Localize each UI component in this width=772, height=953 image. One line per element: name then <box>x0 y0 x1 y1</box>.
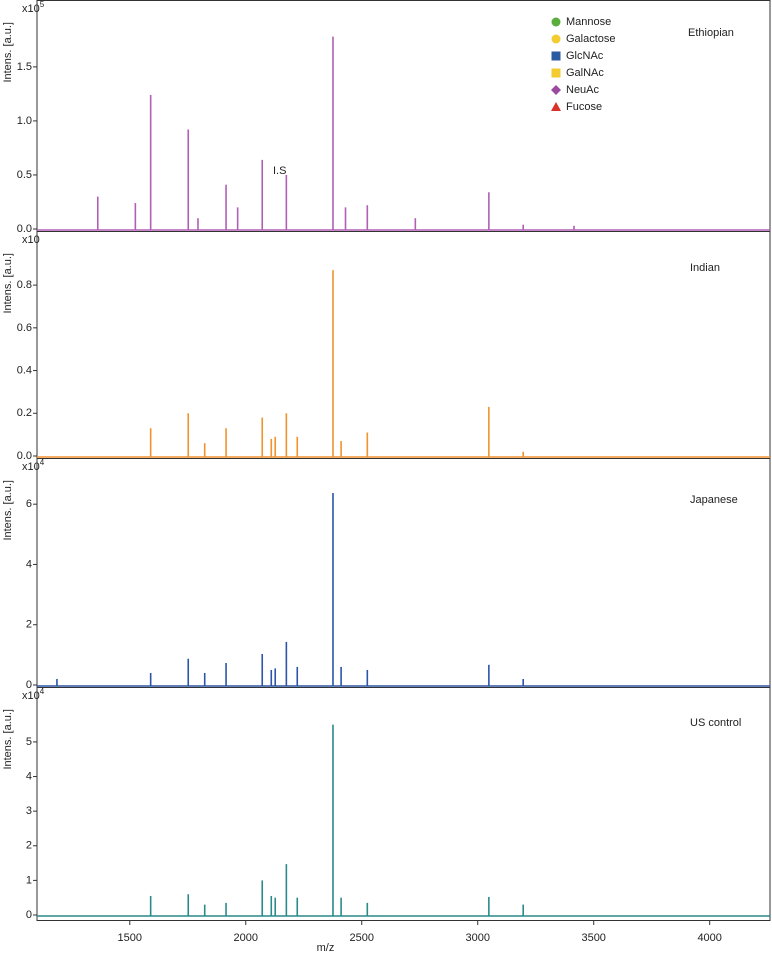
y-axis-label: Intens. [a.u.] <box>2 22 14 83</box>
legend-symbol <box>551 102 561 111</box>
y-tick-label: 4 <box>26 558 32 570</box>
legend-label: NeuAc <box>566 84 600 96</box>
legend-label: GalNAc <box>566 67 604 79</box>
x-axis-label: m/z <box>317 942 335 953</box>
y-tick-label: 0.8 <box>17 279 32 291</box>
x-tick-label: 3000 <box>465 932 489 944</box>
y-multiplier: x105 <box>22 0 45 15</box>
y-tick-label: 0.6 <box>17 322 32 334</box>
x-tick-label: 2500 <box>350 932 374 944</box>
y-tick-label: 3 <box>26 805 32 817</box>
y-tick-label: 1.5 <box>17 61 32 73</box>
legend-label: Mannose <box>566 16 611 28</box>
multiplier-base: x10 <box>22 690 40 702</box>
panel-frame <box>36 687 771 921</box>
panel-title: Ethiopian <box>688 27 734 39</box>
legend-label: Galactose <box>566 33 616 45</box>
y-axis-label: Intens. [a.u.] <box>2 709 14 770</box>
x-tick-label: 4000 <box>697 932 721 944</box>
panel-title: Japanese <box>690 494 738 506</box>
y-tick-label: 1 <box>26 874 32 886</box>
multiplier-exp: 4 <box>40 687 45 696</box>
y-tick-label: 0 <box>26 679 32 691</box>
y-tick-label: 0 <box>26 909 32 921</box>
y-multiplier: x10 <box>22 234 40 246</box>
multiplier-base: x10 <box>22 3 40 15</box>
y-tick-label: 0.0 <box>17 223 32 235</box>
legend-symbol <box>551 51 561 61</box>
panel-frame <box>36 0 771 232</box>
legend-symbol <box>551 34 561 44</box>
y-tick-label: 0.0 <box>17 450 32 462</box>
annotation: I.S <box>273 165 286 177</box>
y-tick-label: 6 <box>26 498 32 510</box>
panel-frame <box>36 458 771 688</box>
y-tick-label: 4 <box>26 770 32 782</box>
legend-label: GlcNAc <box>566 50 604 62</box>
y-axis-label: Intens. [a.u.] <box>2 480 14 541</box>
y-tick-label: 5 <box>26 736 32 748</box>
panel-title: Indian <box>690 262 720 274</box>
multiplier-exp: 5 <box>40 0 45 9</box>
y-tick-label: 0.2 <box>17 407 32 419</box>
multiplier-exp: 4 <box>40 458 45 467</box>
panel-frame <box>36 231 771 459</box>
y-tick-label: 2 <box>26 619 32 631</box>
y-tick-label: 0.5 <box>17 169 32 181</box>
y-multiplier: x104 <box>22 458 45 473</box>
y-axis-label: Intens. [a.u.] <box>2 253 14 314</box>
legend-symbol <box>551 17 561 27</box>
panel-title: US control <box>690 717 741 729</box>
x-tick-label: 2000 <box>234 932 258 944</box>
y-multiplier: x104 <box>22 687 45 702</box>
legend-symbol <box>551 85 561 95</box>
y-tick-label: 1.0 <box>17 115 32 127</box>
legend-label: Fucose <box>566 101 602 113</box>
legend-symbol <box>551 68 561 78</box>
x-tick-label: 1500 <box>118 932 142 944</box>
y-tick-label: 2 <box>26 840 32 852</box>
multiplier-base: x10 <box>22 234 40 246</box>
multiplier-base: x10 <box>22 461 40 473</box>
x-tick-label: 3500 <box>581 932 605 944</box>
y-tick-label: 0.4 <box>17 364 32 376</box>
